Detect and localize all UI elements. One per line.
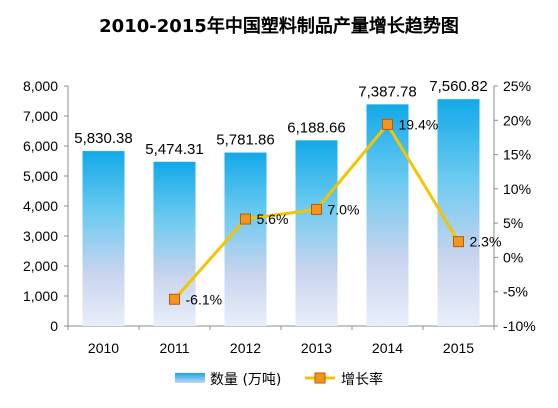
growth-rate-label: 5.6% (257, 211, 289, 227)
right-tick-label: 10% (503, 181, 531, 197)
bar-value-label: 6,188.66 (287, 119, 345, 136)
growth-rate-label: 7.0% (328, 201, 360, 217)
growth-rate-point (169, 293, 180, 305)
growth-rate-point (311, 203, 322, 215)
bar-value-label: 7,560.82 (429, 78, 487, 95)
right-tick-label: 20% (503, 112, 531, 128)
growth-rate-point (453, 236, 464, 248)
left-tick-label: 5,000 (23, 168, 58, 184)
legend-label-bar: 数量 (万吨) (210, 372, 281, 388)
x-tick-label: 2011 (159, 340, 189, 356)
bar-value-label: 5,830.38 (74, 130, 132, 147)
growth-rate-point (240, 213, 251, 225)
x-tick-label: 2015 (443, 340, 474, 356)
bar (366, 104, 409, 326)
left-tick-label: 0 (50, 318, 58, 334)
legend-swatch-bar (175, 373, 205, 383)
bar-value-label: 5,474.31 (145, 141, 203, 158)
left-tick-label: 7,000 (23, 108, 58, 124)
growth-rate-point (382, 118, 393, 130)
growth-rate-label: -6.1% (186, 291, 223, 307)
bar (295, 140, 338, 326)
right-tick-label: 25% (503, 78, 531, 94)
chart-title: 2010-2015年中国塑料制品产量增长趋势图 (99, 16, 459, 37)
left-tick-label: 8,000 (23, 78, 58, 94)
x-tick-label: 2010 (88, 340, 119, 356)
right-tick-label: 5% (503, 215, 523, 231)
growth-rate-label: 19.4% (399, 116, 439, 132)
bar-value-label: 7,387.78 (358, 83, 416, 100)
legend-label-line: 增长率 (341, 371, 383, 388)
x-tick-label: 2014 (372, 340, 403, 356)
legend-swatch-marker (314, 372, 326, 384)
right-tick-label: -5% (503, 284, 528, 300)
right-tick-label: 0% (503, 249, 523, 265)
left-tick-label: 3,000 (23, 228, 58, 244)
bar (82, 151, 125, 326)
x-tick-label: 2012 (230, 340, 261, 356)
bar (437, 99, 480, 326)
left-tick-label: 1,000 (23, 288, 58, 304)
left-tick-label: 2,000 (23, 258, 58, 274)
growth-rate-label: 2.3% (470, 234, 502, 250)
x-tick-label: 2013 (301, 340, 332, 356)
left-tick-label: 6,000 (23, 138, 58, 154)
bar (224, 152, 267, 326)
left-tick-label: 4,000 (23, 198, 58, 214)
right-tick-label: -10% (503, 318, 536, 334)
right-tick-label: 15% (503, 147, 531, 163)
bar-value-label: 5,781.86 (216, 132, 274, 149)
